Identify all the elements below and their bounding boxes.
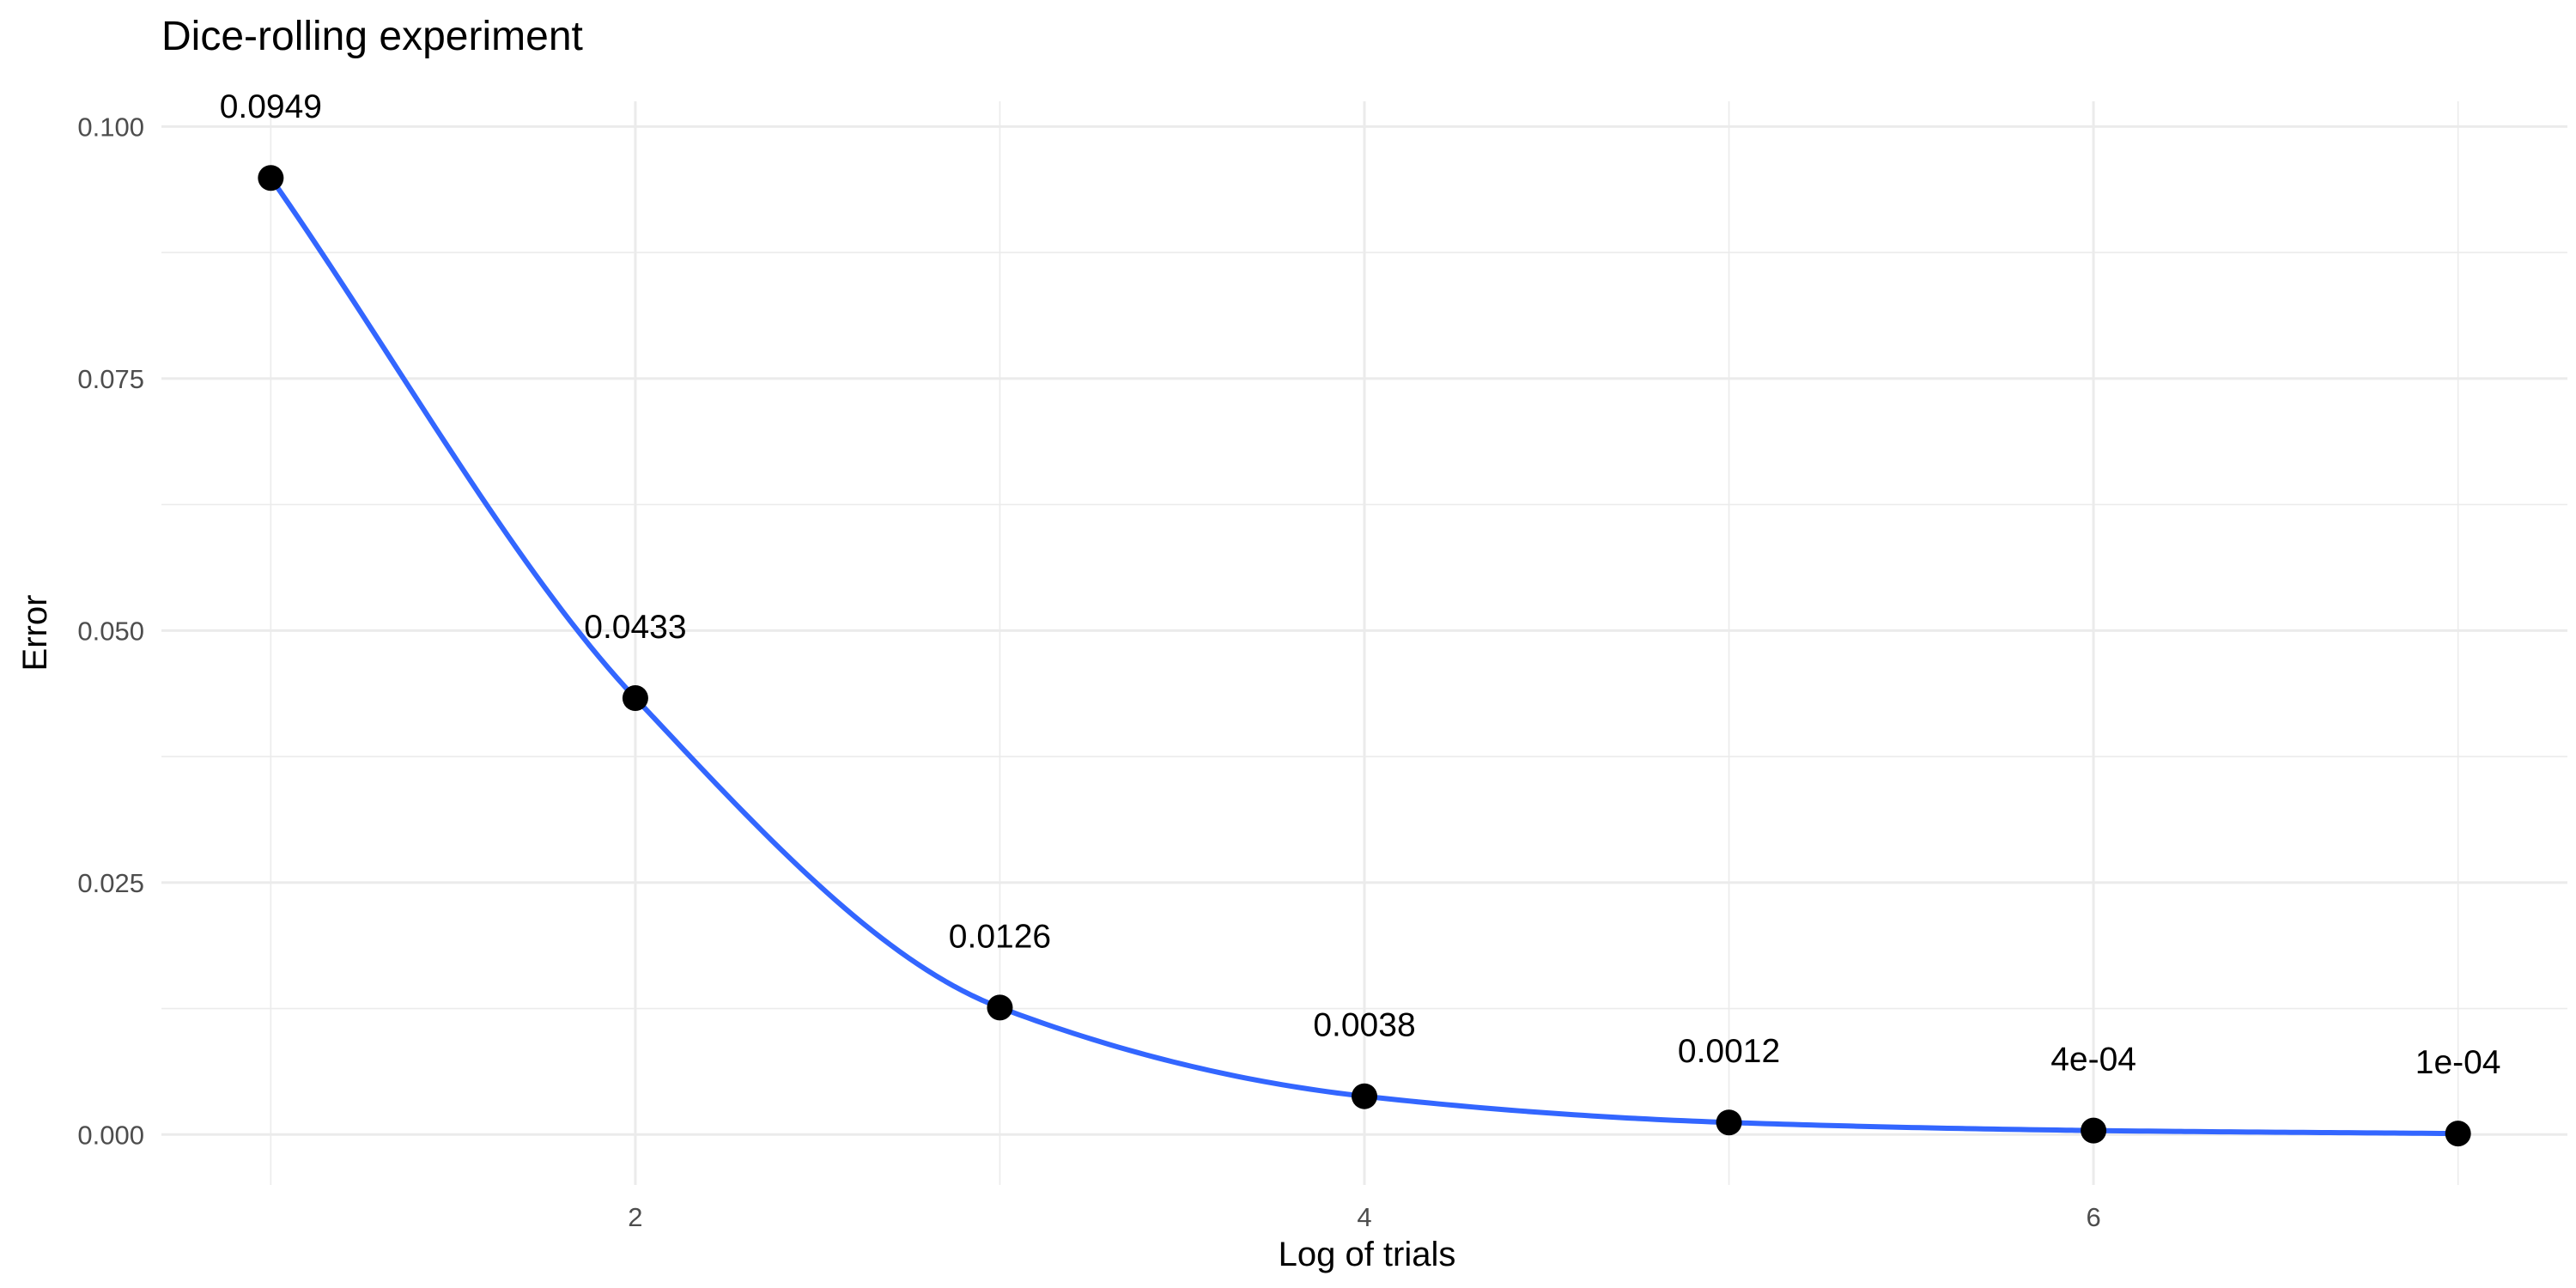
data-point xyxy=(987,994,1013,1021)
data-label: 4e-04 xyxy=(2050,1042,2136,1078)
y-tick-label: 0.075 xyxy=(77,364,144,394)
data-label-layer: 0.0949 0.0433 0.0126 0.0038 0.0012 4e-04 1e-04 xyxy=(220,88,2501,1081)
y-tick-label: 0.000 xyxy=(77,1120,144,1150)
data-label: 0.0126 xyxy=(949,918,1051,955)
data-label: 0.0012 xyxy=(1678,1033,1780,1070)
point-layer xyxy=(258,165,2471,1147)
data-label: 0.0433 xyxy=(584,609,686,646)
data-label: 0.0038 xyxy=(1313,1007,1415,1044)
y-tick-label: 0.050 xyxy=(77,616,144,646)
x-tick-label: 6 xyxy=(2086,1202,2100,1232)
x-axis-title: Log of trials xyxy=(1279,1236,1456,1273)
y-tick-label: 0.025 xyxy=(77,868,144,898)
data-label: 0.0949 xyxy=(220,88,322,125)
data-point xyxy=(622,684,648,711)
data-point xyxy=(258,165,284,191)
y-tick-label: 0.100 xyxy=(77,112,144,142)
data-point xyxy=(1352,1083,1377,1109)
x-tick-label: 2 xyxy=(628,1202,642,1232)
data-point xyxy=(1716,1109,1742,1136)
tick-label-layer: 2 4 6 0.000 0.025 0.050 0.075 0.100 xyxy=(77,112,2100,1232)
data-label: 1e-04 xyxy=(2415,1044,2501,1081)
x-tick-label: 4 xyxy=(1357,1202,1371,1232)
chart-title: Dice-rolling experiment xyxy=(161,14,583,59)
y-axis-title: Error xyxy=(16,595,54,671)
data-point xyxy=(2081,1117,2107,1144)
data-point xyxy=(2445,1121,2471,1147)
grid-layer xyxy=(161,101,2567,1185)
